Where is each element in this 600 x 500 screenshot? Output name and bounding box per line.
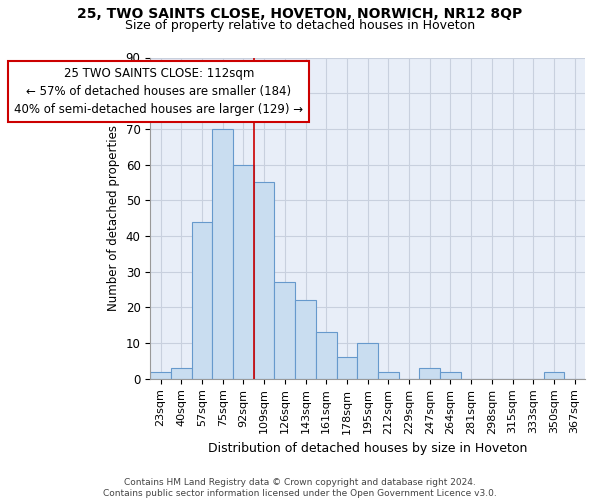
Bar [212, 129, 233, 379]
Bar [440, 372, 461, 379]
Bar [419, 368, 440, 379]
Bar [378, 372, 398, 379]
Text: 25 TWO SAINTS CLOSE: 112sqm
← 57% of detached houses are smaller (184)
40% of se: 25 TWO SAINTS CLOSE: 112sqm ← 57% of det… [14, 67, 304, 116]
Bar [191, 222, 212, 379]
Bar [337, 358, 357, 379]
Text: 25, TWO SAINTS CLOSE, HOVETON, NORWICH, NR12 8QP: 25, TWO SAINTS CLOSE, HOVETON, NORWICH, … [77, 8, 523, 22]
Bar [544, 372, 564, 379]
Bar [357, 343, 378, 379]
Bar [171, 368, 191, 379]
Bar [254, 182, 274, 379]
Text: Contains HM Land Registry data © Crown copyright and database right 2024.
Contai: Contains HM Land Registry data © Crown c… [103, 478, 497, 498]
Bar [233, 164, 254, 379]
Text: Size of property relative to detached houses in Hoveton: Size of property relative to detached ho… [125, 19, 475, 32]
X-axis label: Distribution of detached houses by size in Hoveton: Distribution of detached houses by size … [208, 442, 527, 455]
Bar [274, 282, 295, 379]
Y-axis label: Number of detached properties: Number of detached properties [107, 125, 120, 311]
Bar [295, 300, 316, 379]
Bar [316, 332, 337, 379]
Bar [150, 372, 171, 379]
